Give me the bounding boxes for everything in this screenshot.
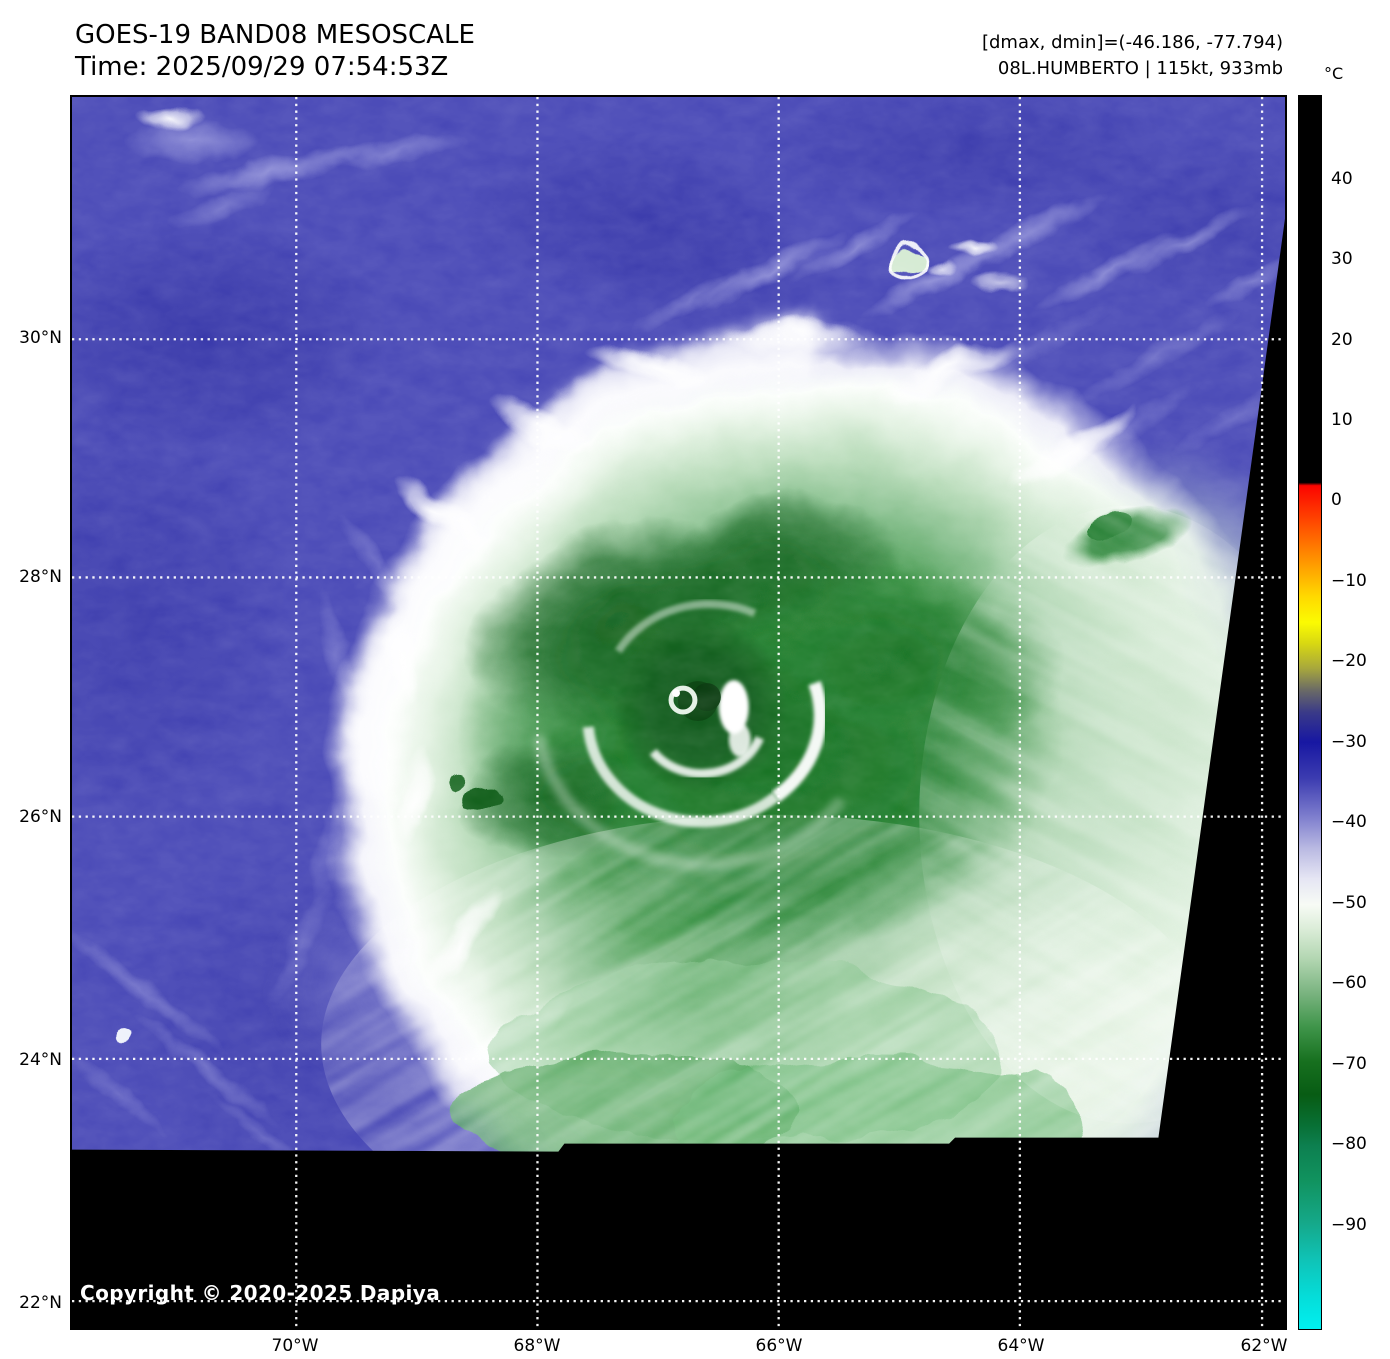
lat-tick-label: 30°N <box>19 328 62 348</box>
lon-tick-label: 66°W <box>755 1336 803 1356</box>
colorbar-unit-label: °C <box>1324 64 1344 83</box>
colorbar <box>1298 95 1322 1330</box>
colorbar-tick-label: −40 <box>1331 812 1367 832</box>
lat-tick-label: 22°N <box>19 1293 62 1313</box>
annotation-block: [dmax, dmin]=(-46.186, -77.794) 08L.HUMB… <box>982 30 1283 82</box>
lat-tick-label: 26°N <box>19 807 62 827</box>
colorbar-tick-label: 0 <box>1331 490 1342 510</box>
map-frame: Copyright © 2020-2025 Dapiya <box>70 95 1287 1330</box>
lon-tick-label: 64°W <box>997 1336 1045 1356</box>
off-scan-mask <box>72 218 1285 1328</box>
colorbar-tick-label: −60 <box>1331 973 1367 993</box>
lat-tick-label: 28°N <box>19 567 62 587</box>
colorbar-tick-label: 10 <box>1331 410 1353 430</box>
colorbar-tick-label: 40 <box>1331 169 1353 189</box>
grain-texture <box>72 97 1285 1328</box>
colorbar-tick-label: −20 <box>1331 651 1367 671</box>
colorbar-tick-label: −10 <box>1331 571 1367 591</box>
dmax-dmin-annotation: [dmax, dmin]=(-46.186, -77.794) <box>981 32 1283 53</box>
colorbar-tick-label: −50 <box>1331 893 1367 913</box>
colorbar-tick-label: 30 <box>1331 249 1353 269</box>
lon-tick-label: 70°W <box>271 1336 319 1356</box>
satellite-image <box>72 97 1285 1328</box>
colorbar-tick-label: −80 <box>1331 1134 1367 1154</box>
copyright-notice: Copyright © 2020-2025 Dapiya <box>80 1281 441 1305</box>
colorbar-tick-label: −90 <box>1331 1215 1367 1235</box>
page-title: GOES-19 BAND08 MESOSCALE <box>75 20 475 50</box>
storm-annotation: 08L.HUMBERTO | 115kt, 933mb <box>997 58 1283 79</box>
timestamp: Time: 2025/09/29 07:54:53Z <box>75 52 449 82</box>
lat-tick-label: 24°N <box>19 1050 62 1070</box>
colorbar-tick-label: −30 <box>1331 732 1367 752</box>
colorbar-tick-label: 20 <box>1331 330 1353 350</box>
lon-tick-label: 68°W <box>513 1336 561 1356</box>
colorbar-tick-label: −70 <box>1331 1054 1367 1074</box>
graticule <box>72 97 1285 1328</box>
lon-tick-label: 62°W <box>1240 1336 1288 1356</box>
